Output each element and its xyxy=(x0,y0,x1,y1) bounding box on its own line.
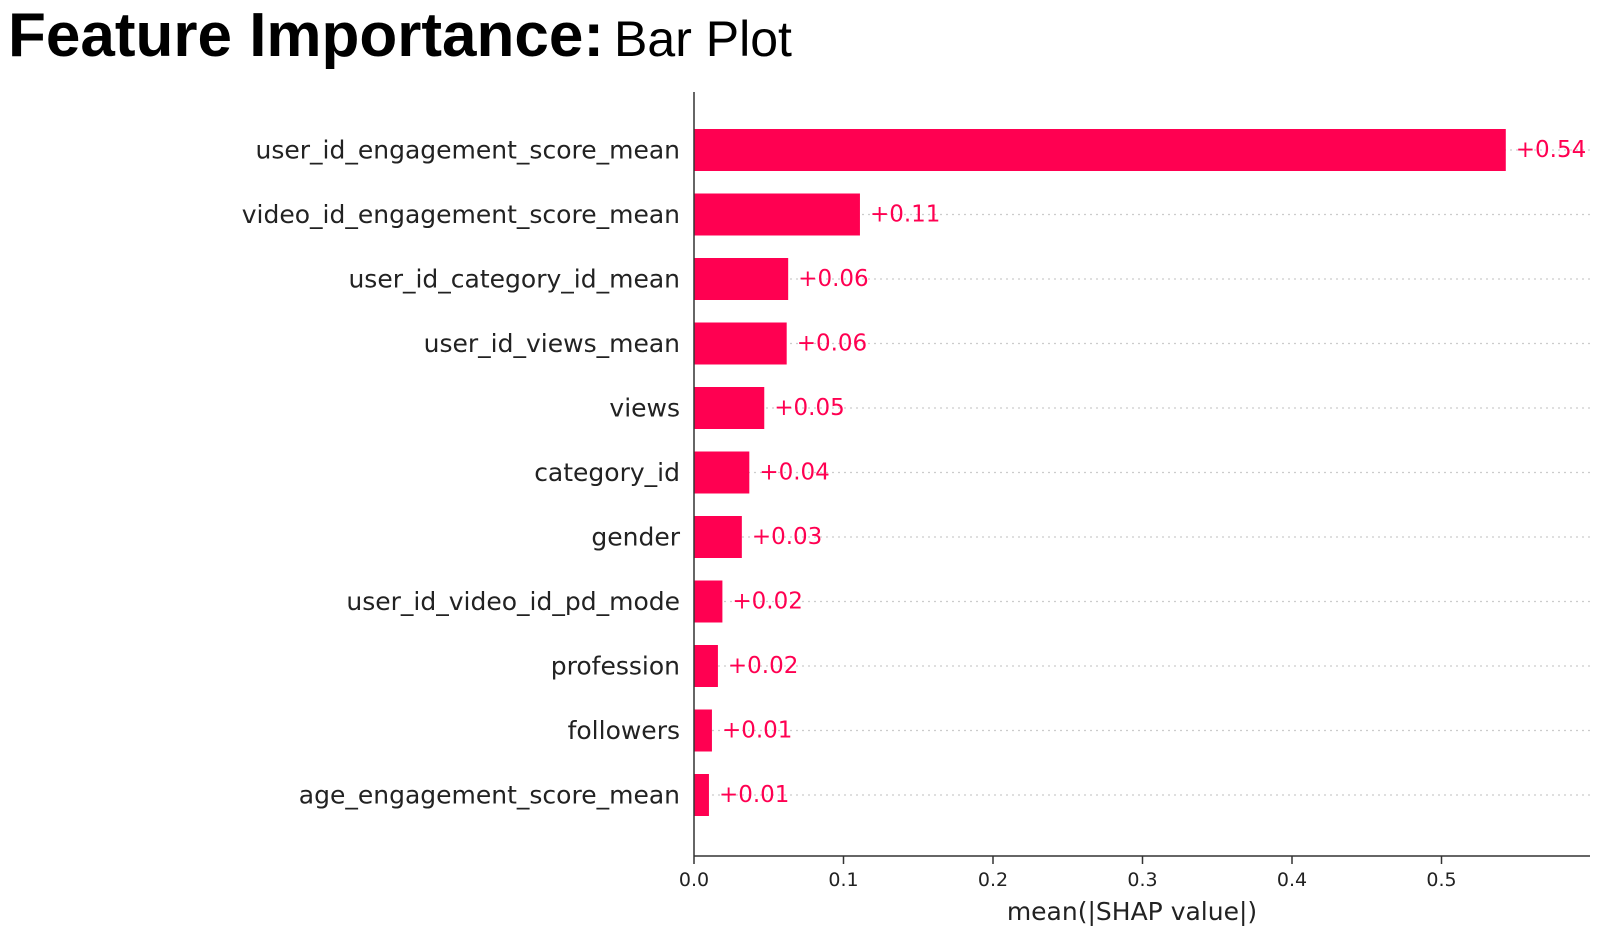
value-label: +0.06 xyxy=(797,331,867,357)
value-label: +0.54 xyxy=(1516,137,1586,163)
value-label: +0.02 xyxy=(732,589,802,615)
feature-label: followers xyxy=(568,716,680,745)
x-tick-label: 0.2 xyxy=(978,869,1008,891)
bar xyxy=(694,129,1506,171)
x-axis-title: mean(|SHAP value|) xyxy=(1007,897,1257,926)
value-label: +0.03 xyxy=(752,524,822,550)
bar xyxy=(694,387,765,429)
bar xyxy=(694,258,789,300)
bar xyxy=(694,580,723,623)
bar xyxy=(694,709,712,752)
value-label: +0.02 xyxy=(728,653,798,679)
value-label: +0.04 xyxy=(759,460,829,486)
feature-label: video_id_engagement_score_mean xyxy=(242,200,680,229)
x-tick-label: 0.5 xyxy=(1426,869,1456,891)
value-label: +0.11 xyxy=(870,202,940,228)
x-tick-label: 0.3 xyxy=(1127,869,1157,891)
page-title: Feature Importance: Bar Plot xyxy=(8,0,792,80)
x-tick-label: 0.0 xyxy=(679,869,709,891)
title-main: Feature Importance: xyxy=(8,1,605,70)
x-tick-label: 0.4 xyxy=(1277,869,1307,891)
feature-label: gender xyxy=(591,523,680,552)
feature-labels: user_id_engagement_score_mean video_id_en… xyxy=(242,136,681,810)
bar xyxy=(694,774,709,816)
feature-label: user_id_engagement_score_mean xyxy=(256,136,680,165)
value-labels: +0.54 +0.11 +0.06 +0.06 +0.05 +0.04 +0.03 +0.02… xyxy=(719,137,1586,808)
bar xyxy=(694,516,742,558)
value-label: +0.01 xyxy=(719,782,789,808)
feature-label: user_id_category_id_mean xyxy=(348,265,680,294)
value-label: +0.05 xyxy=(774,395,844,421)
bar xyxy=(694,322,787,365)
x-tick-label: 0.1 xyxy=(828,869,858,891)
bar xyxy=(694,645,718,687)
bar xyxy=(694,451,750,494)
feature-label: user_id_views_mean xyxy=(424,329,680,358)
feature-label: views xyxy=(609,394,680,423)
title-subtitle: Bar Plot xyxy=(614,11,792,67)
axes: 0.0 0.1 0.2 0.3 0.4 0.5 xyxy=(679,92,1590,891)
feature-label: category_id xyxy=(534,458,680,487)
bars xyxy=(694,129,1506,816)
feature-label: profession xyxy=(551,652,680,681)
feature-label: user_id_video_id_pd_mode xyxy=(346,587,680,616)
bar xyxy=(694,193,860,236)
value-label: +0.06 xyxy=(798,266,868,292)
feature-label: age_engagement_score_mean xyxy=(299,781,680,810)
value-label: +0.01 xyxy=(722,718,792,744)
